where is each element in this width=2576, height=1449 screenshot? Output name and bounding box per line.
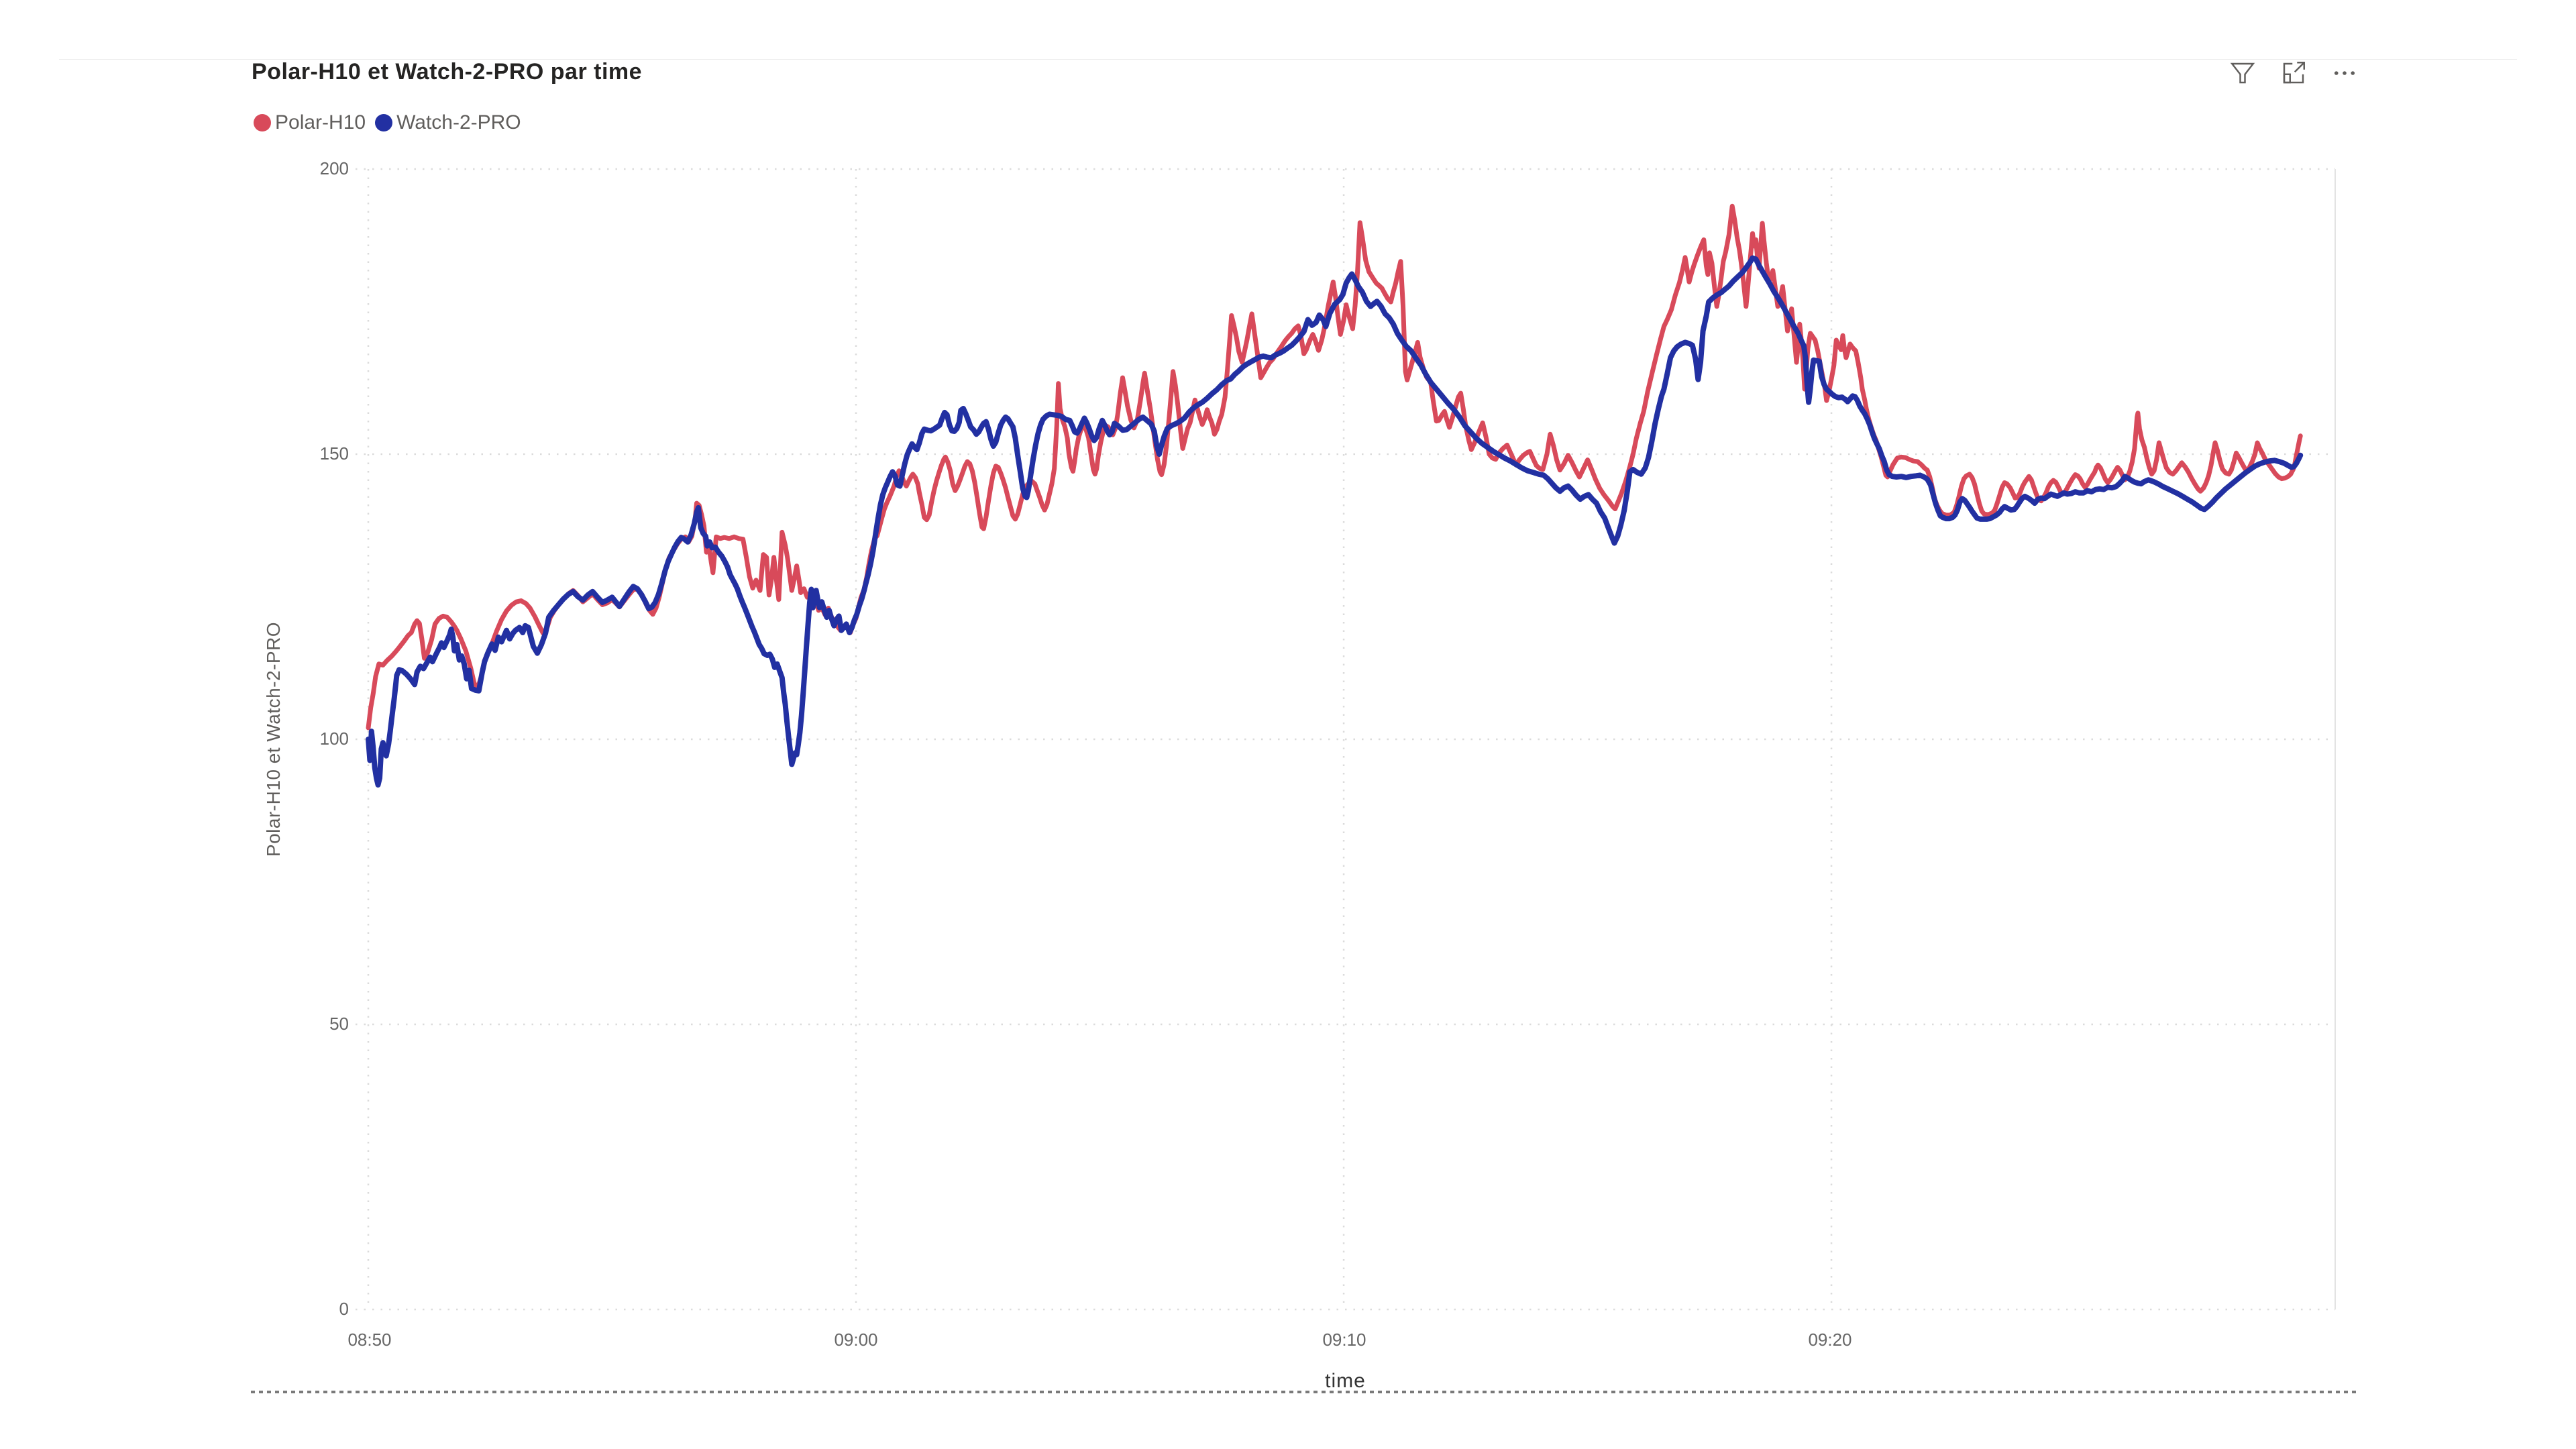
- legend-label: Watch-2-PRO: [396, 111, 521, 133]
- y-tick-200: 200: [319, 158, 349, 178]
- visual-border: [59, 59, 2517, 60]
- legend-dot-icon: [254, 114, 271, 131]
- legend: Polar-H10 Watch-2-PRO: [254, 111, 521, 134]
- x-tick-0850: 08:50: [347, 1330, 392, 1350]
- legend-label: Polar-H10: [275, 111, 366, 133]
- legend-item-polar-h10[interactable]: Polar-H10: [254, 111, 366, 134]
- series-watch-2-pro[interactable]: [366, 255, 2304, 788]
- y-tick-100: 100: [319, 729, 349, 749]
- x-axis-title: time: [1325, 1370, 1366, 1392]
- x-tick-0910: 09:10: [1322, 1330, 1366, 1350]
- x-tick-0920: 09:20: [1808, 1330, 1852, 1350]
- y-tick-150: 150: [319, 443, 349, 464]
- y-tick-50: 50: [329, 1014, 349, 1034]
- series-polar-h10[interactable]: [366, 203, 2303, 731]
- focus-mode-icon[interactable]: [2279, 59, 2308, 87]
- y-tick-0: 0: [339, 1299, 349, 1319]
- page-title: Polar-H10 et Watch-2-PRO par time: [252, 59, 643, 85]
- more-options-icon[interactable]: [2330, 59, 2359, 87]
- filter-icon[interactable]: [2229, 59, 2257, 87]
- visual-header-toolbar: [2229, 59, 2359, 87]
- legend-item-watch-2-pro[interactable]: Watch-2-PRO: [375, 111, 521, 134]
- x-tick-0900: 09:00: [834, 1330, 878, 1350]
- legend-dot-icon: [375, 114, 393, 131]
- page-divider: [251, 1391, 2356, 1393]
